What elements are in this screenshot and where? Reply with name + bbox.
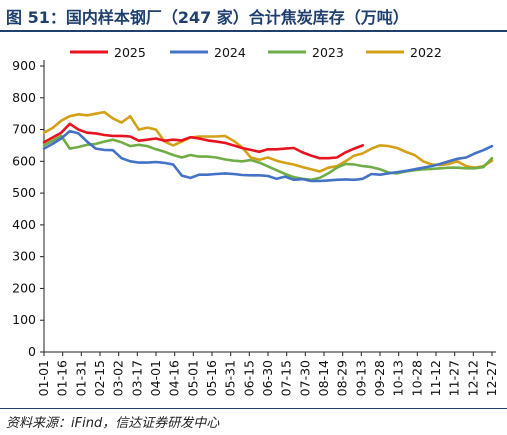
title-bar: 图 51：国内样本钢厂（247 家）合计焦炭库存（万吨） (0, 0, 507, 32)
y-tick-label: 700 (12, 122, 36, 137)
x-tick-label: 03-02 (111, 360, 126, 396)
y-tick-label: 0 (28, 344, 36, 359)
x-tick-label: 02-15 (92, 360, 107, 396)
x-tick-label: 06-15 (241, 360, 256, 396)
y-tick-label: 900 (12, 58, 36, 73)
y-tick-label: 600 (12, 153, 36, 168)
x-tick-label: 10-13 (391, 360, 406, 396)
x-tick-label: 07-15 (279, 360, 294, 396)
chart-title: 图 51：国内样本钢厂（247 家）合计焦炭库存（万吨） (6, 8, 409, 27)
y-tick-label: 500 (12, 185, 36, 200)
series-line-2022 (42, 110, 494, 173)
x-tick-label: 05-01 (185, 360, 200, 396)
x-tick-label: 03-17 (129, 360, 144, 396)
x-tick-label: 06-30 (260, 360, 275, 396)
y-tick-label: 300 (12, 249, 36, 264)
legend-label-2023: 2023 (312, 45, 344, 60)
source-divider (0, 408, 507, 409)
legend-label-2024: 2024 (214, 45, 246, 60)
legend: 2025 2024 2023 2022 (70, 45, 442, 60)
x-tick-label: 09-28 (372, 360, 387, 396)
x-tick-label: 08-14 (316, 360, 331, 396)
y-tick-label: 100 (12, 312, 36, 327)
x-tick-label: 05-31 (223, 360, 238, 396)
series-line-2024 (42, 129, 494, 183)
source-note: 资料来源：iFind，信达证券研发中心 (6, 416, 220, 431)
x-tick-label: 10-28 (409, 360, 424, 396)
x-tick-label: 04-01 (148, 360, 163, 396)
series-lines (42, 110, 494, 183)
y-axis: 0 100 200 300 400 500 600 700 800 900 (12, 58, 45, 359)
legend-label-2022: 2022 (410, 45, 442, 60)
x-tick-label: 01-31 (73, 360, 88, 396)
y-tick-label: 400 (12, 217, 36, 232)
x-tick-label: 04-16 (167, 360, 182, 396)
series-line-2025 (42, 122, 365, 160)
x-tick-label: 01-16 (55, 360, 70, 396)
legend-label-2025: 2025 (114, 45, 146, 60)
x-axis: 01-01 01-16 01-31 02-15 03-02 03-17 04-01 04-16… (36, 351, 499, 396)
x-tick-label: 12-27 (484, 360, 499, 396)
x-tick-label: 11-27 (447, 360, 462, 396)
x-tick-label: 12-12 (465, 360, 480, 396)
x-tick-label: 09-13 (353, 360, 368, 396)
x-tick-label: 08-29 (335, 360, 350, 396)
y-tick-label: 200 (12, 280, 36, 295)
x-tick-label: 01-01 (36, 360, 51, 396)
x-tick-label: 11-12 (428, 360, 443, 396)
x-tick-label: 05-16 (204, 360, 219, 396)
y-tick-label: 800 (12, 90, 36, 105)
x-tick-label: 07-30 (297, 360, 312, 396)
